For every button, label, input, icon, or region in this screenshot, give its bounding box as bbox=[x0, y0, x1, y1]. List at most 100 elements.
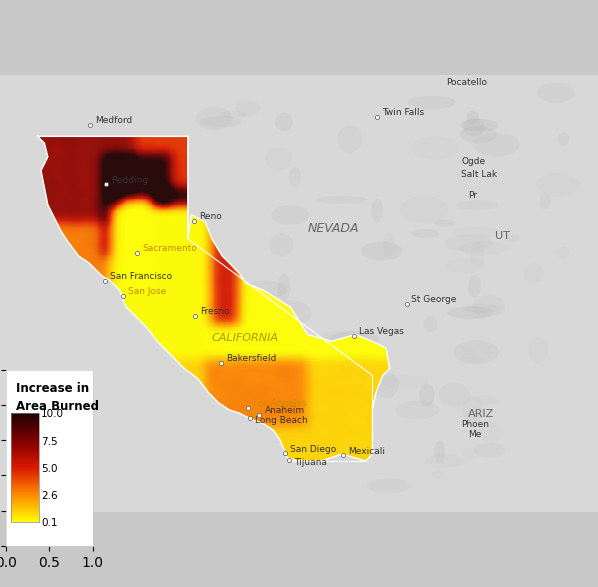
Ellipse shape bbox=[463, 118, 485, 137]
Ellipse shape bbox=[523, 263, 544, 283]
Text: UT: UT bbox=[496, 231, 510, 241]
Ellipse shape bbox=[506, 234, 520, 242]
Text: Area Burned: Area Burned bbox=[16, 400, 99, 413]
Ellipse shape bbox=[287, 427, 300, 440]
Ellipse shape bbox=[203, 357, 245, 366]
Text: Salt Lak: Salt Lak bbox=[461, 170, 498, 179]
Text: NEVADA: NEVADA bbox=[307, 222, 359, 235]
Text: Phoen: Phoen bbox=[461, 420, 489, 429]
Ellipse shape bbox=[331, 331, 379, 346]
Ellipse shape bbox=[453, 340, 499, 364]
Ellipse shape bbox=[557, 132, 569, 146]
Ellipse shape bbox=[289, 167, 301, 187]
Text: San Diego: San Diego bbox=[290, 445, 336, 454]
Ellipse shape bbox=[444, 258, 485, 274]
Ellipse shape bbox=[247, 336, 272, 352]
Ellipse shape bbox=[445, 234, 493, 252]
Text: Pocatello: Pocatello bbox=[447, 78, 487, 87]
Ellipse shape bbox=[231, 340, 264, 348]
Ellipse shape bbox=[447, 306, 493, 319]
Ellipse shape bbox=[462, 396, 484, 423]
Ellipse shape bbox=[367, 478, 411, 493]
Ellipse shape bbox=[258, 369, 303, 391]
Ellipse shape bbox=[468, 275, 481, 298]
Text: Twin Falls: Twin Falls bbox=[382, 109, 425, 117]
Ellipse shape bbox=[341, 346, 368, 366]
Text: St George: St George bbox=[411, 295, 456, 304]
Text: Las Vegas: Las Vegas bbox=[359, 327, 404, 336]
Text: Increase in: Increase in bbox=[16, 382, 90, 395]
Text: Fresno: Fresno bbox=[200, 308, 230, 316]
Ellipse shape bbox=[474, 395, 498, 405]
Text: Pr: Pr bbox=[468, 191, 477, 200]
Text: Anaheim: Anaheim bbox=[264, 406, 304, 416]
Ellipse shape bbox=[201, 338, 227, 362]
Ellipse shape bbox=[479, 422, 504, 441]
Ellipse shape bbox=[318, 331, 364, 342]
Text: Mexicali: Mexicali bbox=[348, 447, 385, 456]
Ellipse shape bbox=[460, 119, 499, 131]
Ellipse shape bbox=[271, 205, 309, 225]
Text: San Jose: San Jose bbox=[129, 287, 167, 296]
Ellipse shape bbox=[203, 270, 220, 289]
Text: Tijuana: Tijuana bbox=[294, 458, 327, 467]
Ellipse shape bbox=[361, 242, 403, 261]
Ellipse shape bbox=[226, 369, 260, 384]
Ellipse shape bbox=[455, 357, 485, 365]
Ellipse shape bbox=[200, 116, 241, 127]
Ellipse shape bbox=[463, 303, 501, 313]
Ellipse shape bbox=[528, 338, 548, 364]
Text: Bakersfield: Bakersfield bbox=[227, 354, 277, 363]
Ellipse shape bbox=[474, 133, 520, 156]
Text: Sacramento: Sacramento bbox=[142, 244, 197, 254]
Ellipse shape bbox=[380, 374, 429, 389]
Ellipse shape bbox=[536, 173, 579, 197]
Ellipse shape bbox=[438, 382, 470, 407]
Ellipse shape bbox=[373, 372, 399, 398]
Ellipse shape bbox=[260, 300, 312, 327]
Ellipse shape bbox=[220, 381, 252, 395]
Ellipse shape bbox=[434, 440, 445, 463]
Ellipse shape bbox=[459, 241, 508, 255]
Ellipse shape bbox=[371, 199, 383, 222]
Text: Medford: Medford bbox=[95, 116, 132, 126]
Ellipse shape bbox=[474, 443, 505, 458]
Ellipse shape bbox=[212, 321, 233, 344]
Ellipse shape bbox=[395, 400, 440, 419]
Text: CALIFORNIA: CALIFORNIA bbox=[212, 333, 279, 343]
Ellipse shape bbox=[196, 107, 232, 130]
Ellipse shape bbox=[557, 247, 569, 258]
Ellipse shape bbox=[337, 126, 362, 153]
Ellipse shape bbox=[241, 379, 256, 403]
Ellipse shape bbox=[452, 227, 501, 238]
Ellipse shape bbox=[317, 196, 367, 204]
Ellipse shape bbox=[411, 229, 440, 238]
Ellipse shape bbox=[463, 447, 478, 460]
Ellipse shape bbox=[435, 220, 456, 227]
Ellipse shape bbox=[460, 126, 497, 143]
Text: Reno: Reno bbox=[200, 212, 222, 221]
Ellipse shape bbox=[456, 200, 498, 210]
Ellipse shape bbox=[289, 433, 321, 453]
Text: Long Beach: Long Beach bbox=[255, 416, 307, 424]
Ellipse shape bbox=[432, 470, 444, 478]
Ellipse shape bbox=[466, 111, 479, 124]
Ellipse shape bbox=[425, 454, 465, 468]
Ellipse shape bbox=[275, 113, 293, 131]
Ellipse shape bbox=[269, 234, 294, 257]
Text: Los Angeles: Los Angeles bbox=[253, 399, 307, 409]
Ellipse shape bbox=[539, 193, 551, 209]
Ellipse shape bbox=[423, 316, 437, 333]
Ellipse shape bbox=[265, 147, 292, 170]
Ellipse shape bbox=[470, 241, 484, 267]
Text: Ogde: Ogde bbox=[461, 157, 486, 166]
Ellipse shape bbox=[419, 383, 435, 406]
Ellipse shape bbox=[399, 196, 448, 223]
Text: Me: Me bbox=[468, 430, 481, 439]
Ellipse shape bbox=[242, 281, 287, 299]
Ellipse shape bbox=[221, 111, 246, 118]
Ellipse shape bbox=[412, 136, 459, 160]
Ellipse shape bbox=[302, 424, 334, 436]
Text: ARIZ: ARIZ bbox=[468, 409, 495, 419]
Text: San Francisco: San Francisco bbox=[111, 272, 172, 281]
